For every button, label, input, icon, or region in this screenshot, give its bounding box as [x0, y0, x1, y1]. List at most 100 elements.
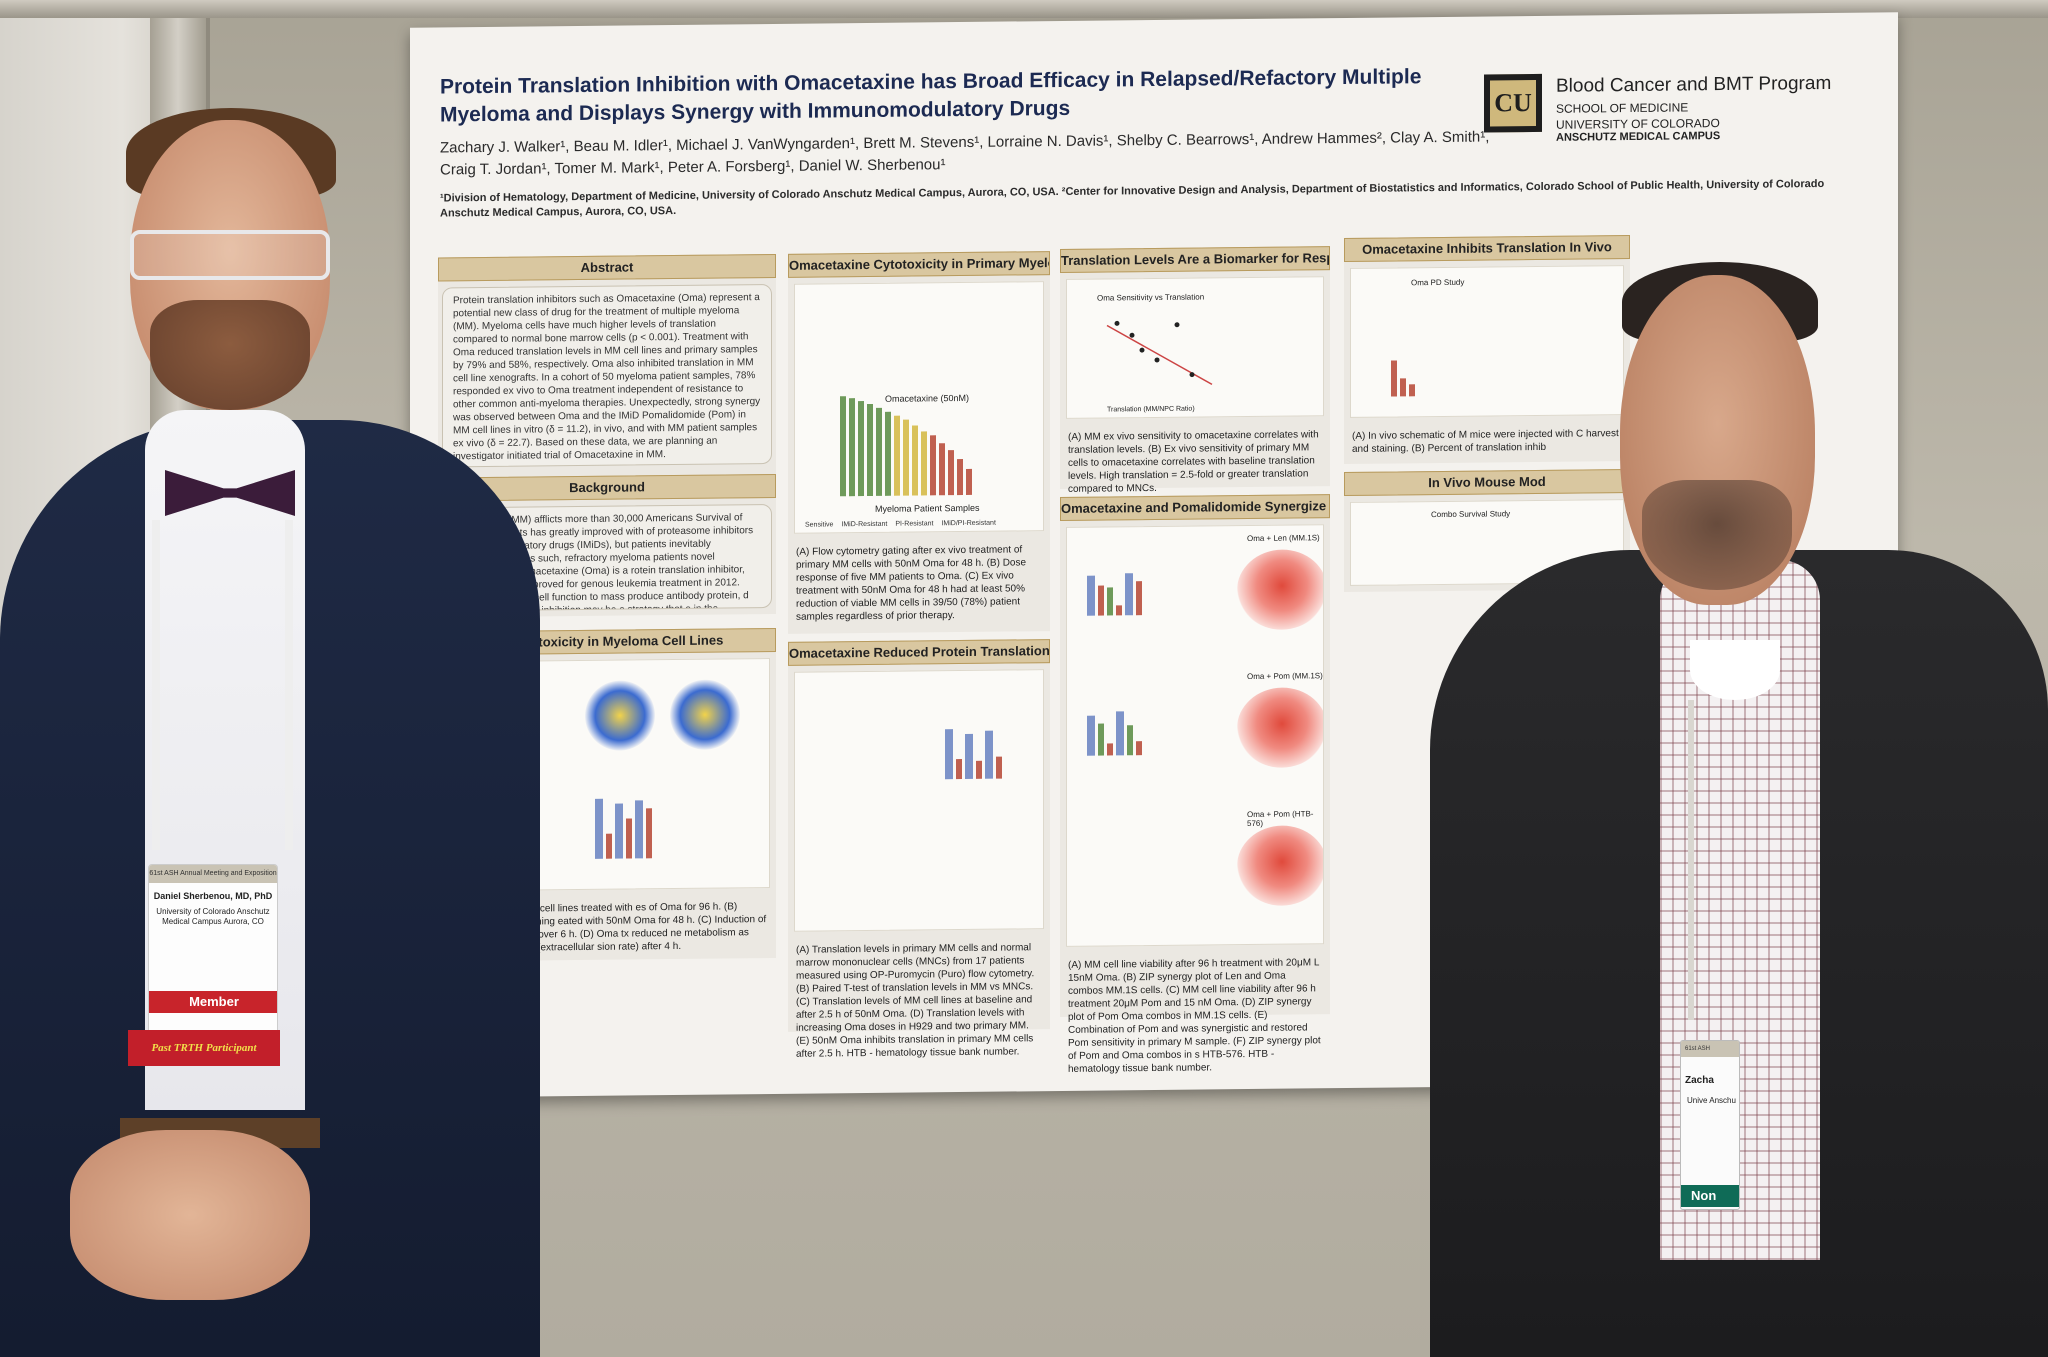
synergy-plot-2-title: Oma + Pom (MM.1S) — [1247, 671, 1323, 682]
biomarker-figure: Oma Sensitivity vs Translation Translati… — [1066, 276, 1324, 419]
scatter-point — [1174, 322, 1180, 328]
stubble — [1642, 480, 1792, 590]
invivo-study-label: Oma PD Study — [1411, 277, 1465, 288]
biomarker-chart-title: Oma Sensitivity vs Translation — [1097, 292, 1205, 303]
translation-bars — [945, 729, 1002, 780]
badge-member-label: Member — [149, 991, 277, 1013]
primary-myeloma-caption: (A) Flow cytometry gating after ex vivo … — [796, 544, 1027, 623]
cu-logo-icon: CU — [1484, 73, 1542, 133]
badge-role-label: Non — [1681, 1185, 1739, 1207]
badge-name: Daniel Sherbenou, MD, PhD — [153, 891, 273, 901]
chart-bar — [840, 396, 846, 497]
synergy-surface-2 — [1237, 687, 1324, 769]
badge-event-banner: 61st ASH — [1681, 1041, 1739, 1057]
legend-sensitive: Sensitive — [805, 521, 834, 529]
biomarker-section: Translation Levels Are a Biomarker for R… — [1060, 246, 1330, 495]
institution-logo: CU Blood Cancer and BMT Program SCHOOL O… — [1470, 53, 1850, 147]
chart-bar — [1391, 360, 1397, 397]
chart-bar — [1116, 711, 1124, 756]
chart-bar — [1125, 573, 1133, 616]
waterfall-xlabel: Myeloma Patient Samples — [875, 502, 980, 514]
badge-event-banner: 61st ASH Annual Meeting and Exposition — [149, 865, 277, 883]
waterfall-bars — [840, 395, 972, 497]
mouse-model-heading: In Vivo Mouse Mod — [1344, 469, 1630, 497]
chart-bar — [626, 818, 632, 859]
chart-bar — [956, 759, 962, 780]
logo-school: SCHOOL OF MEDICINE — [1556, 100, 1689, 116]
biomarker-heading: Translation Levels Are a Biomarker for R… — [1060, 246, 1330, 273]
eyeglasses — [130, 230, 330, 280]
abstract-section: Abstract Protein translation inhibitors … — [438, 253, 776, 478]
biomarker-xlabel: Translation (MM/NPC Ratio) — [1107, 405, 1195, 414]
chart-bar — [1098, 723, 1104, 756]
synergy-figure: Oma + Len (MM.1S) Oma + Pom (MM.1S) Oma … — [1066, 524, 1324, 947]
waterfall-legend: Sensitive IMiD-Resistant PI-Resistant IM… — [805, 520, 996, 529]
chart-bar — [1087, 715, 1095, 756]
poster-title: Protein Translation Inhibition with Omac… — [440, 65, 1422, 127]
chart-bar — [1409, 384, 1415, 397]
lanyard — [285, 520, 293, 850]
chart-bar — [996, 756, 1002, 779]
chart-bar — [885, 411, 891, 496]
chart-bar — [595, 798, 603, 859]
invivo-caption: (A) In vivo schematic of M mice were inj… — [1352, 428, 1619, 455]
scatter-point — [1129, 332, 1135, 338]
synergy-plot-1-title: Oma + Len (MM.1S) — [1247, 533, 1320, 544]
lanyard — [1688, 700, 1694, 1020]
research-poster: Protein Translation Inhibition with Omac… — [410, 12, 1898, 1098]
chart-bar — [903, 419, 909, 496]
reduced-translation-heading: Omacetaxine Reduced Protein Translation … — [788, 639, 1050, 666]
scatter-point — [1189, 372, 1195, 378]
badge-institution: University of Colorado Anschutz Medical … — [156, 907, 270, 926]
scatter-point — [1154, 357, 1160, 363]
synergy-section: Omacetaxine and Pomalidomide Synergize i… — [1060, 494, 1330, 1075]
reduced-translation-section: Omacetaxine Reduced Protein Translation … — [788, 639, 1050, 1060]
chart-bar — [635, 800, 643, 859]
scatter-plot — [1106, 320, 1213, 386]
flow-plot-oma — [670, 679, 740, 751]
poster-column-3: Translation Levels Are a Biomarker for R… — [1060, 218, 1330, 1075]
legend-pi-resistant: PI-Resistant — [895, 520, 934, 528]
chart-bar — [1116, 605, 1122, 616]
flow-plot-vehicle — [585, 680, 655, 751]
chart-bar — [1136, 741, 1142, 756]
chart-bar — [945, 729, 953, 780]
synergy-surface-3 — [1237, 825, 1324, 907]
synergy-surface-1 — [1237, 549, 1324, 631]
synergy-caption: (A) MM cell line viability after 96 h tr… — [1068, 957, 1321, 1075]
chart-bar — [606, 833, 612, 859]
chart-bar — [1107, 743, 1113, 756]
synergy-heading: Omacetaxine and Pomalidomide Synergize i… — [1060, 494, 1330, 521]
scatter-point — [1114, 320, 1120, 326]
chart-bar — [930, 435, 936, 496]
invivo-figure: Oma PD Study — [1350, 265, 1624, 418]
chart-bar — [921, 431, 927, 496]
legend-imid-pi-resistant: IMiD/PI-Resistant — [941, 519, 996, 528]
chart-bar — [646, 808, 652, 859]
chart-bar — [939, 443, 945, 496]
invivo-heading: Omacetaxine Inhibits Translation In Vivo — [1344, 235, 1630, 263]
invivo-section: Omacetaxine Inhibits Translation In Vivo… — [1344, 235, 1630, 465]
regression-line — [1106, 324, 1213, 386]
chart-bar — [985, 730, 993, 779]
reduced-translation-caption: (A) Translation levels in primary MM cel… — [796, 942, 1035, 1060]
chart-bar — [1098, 585, 1104, 616]
chart-bar — [1087, 575, 1095, 616]
logo-program-name: Blood Cancer and BMT Program — [1556, 72, 1832, 97]
mouse-model-study-label: Combo Survival Study — [1431, 509, 1511, 520]
abstract-body: Protein translation inhibitors such as O… — [442, 284, 772, 468]
chart-bar — [1400, 378, 1406, 397]
badge-name: Zacha — [1685, 1075, 1714, 1086]
chart-bar — [965, 733, 973, 779]
chart-bar — [966, 468, 972, 495]
chart-bar — [615, 803, 623, 859]
chart-bar — [876, 407, 882, 496]
chart-bar — [976, 760, 982, 779]
invivo-bars — [1391, 360, 1415, 397]
chart-bar — [912, 425, 918, 496]
biomarker-caption: (A) MM ex vivo sensitivity to omacetaxin… — [1068, 429, 1319, 495]
primary-myeloma-figure: Omacetaxine (50nM) — [794, 281, 1044, 534]
reduced-translation-figure — [794, 669, 1044, 932]
chart-bar — [894, 415, 900, 496]
chart-bar — [1136, 581, 1142, 616]
